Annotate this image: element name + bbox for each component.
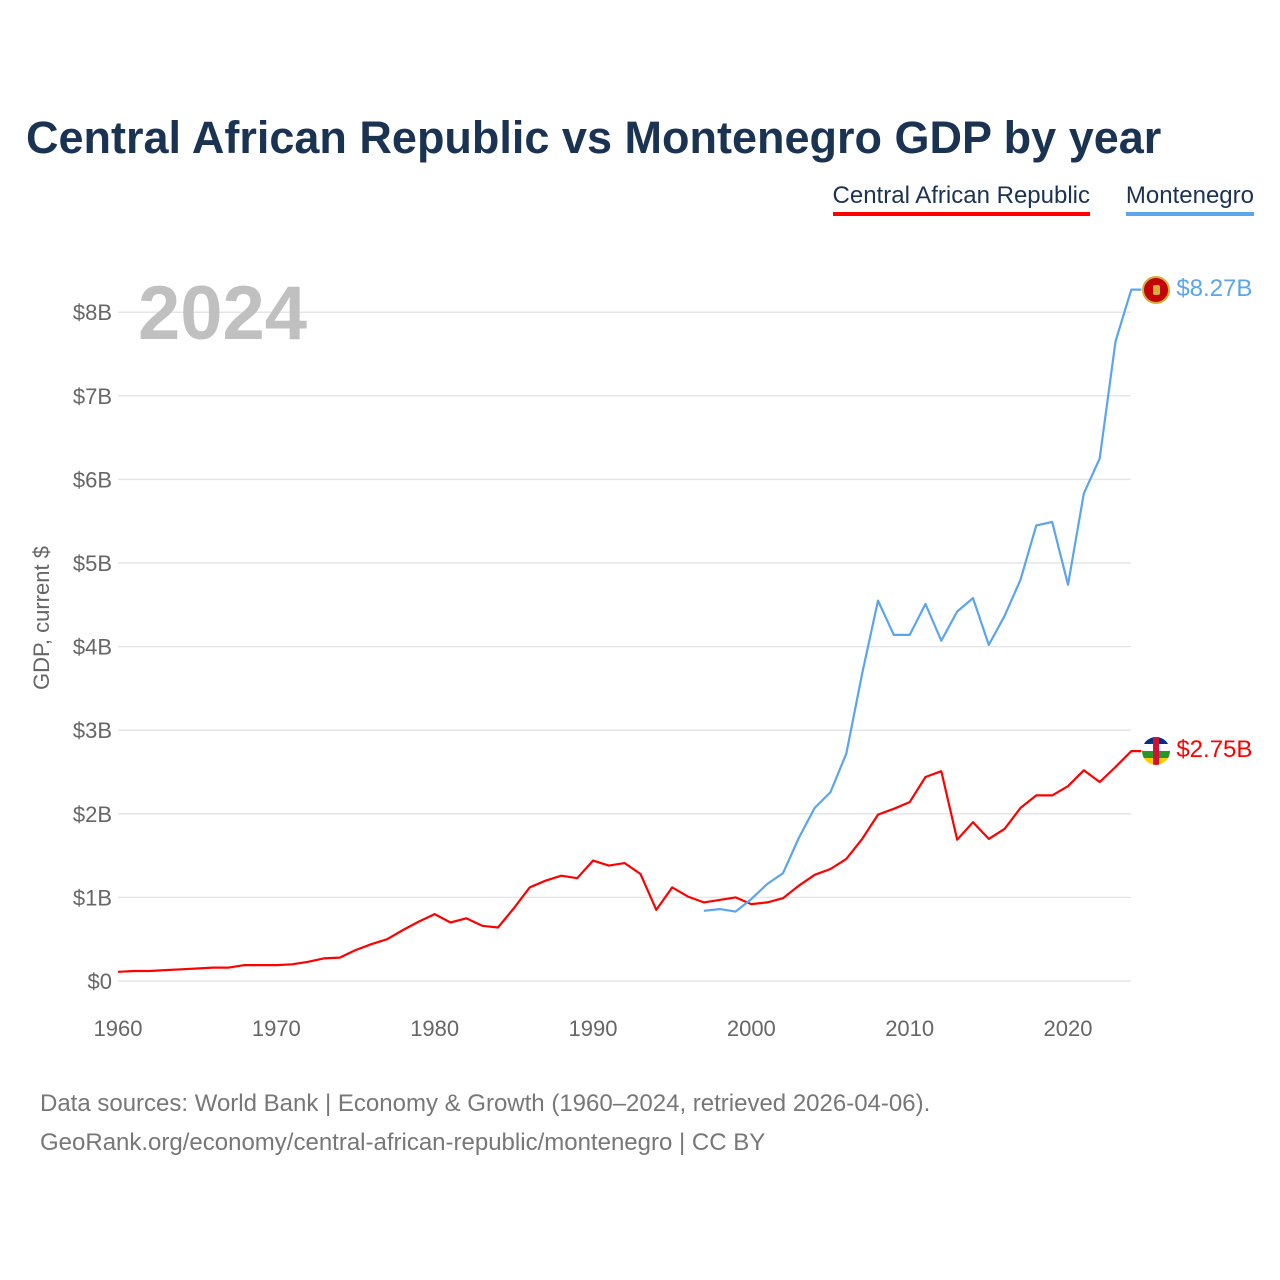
y-tick-label: $1B	[73, 885, 112, 910]
car-end-value: $2.75B	[1176, 736, 1253, 764]
x-tick-label: 1990	[569, 1016, 618, 1041]
y-tick-label: $5B	[73, 551, 112, 576]
y-tick-label: $0	[88, 969, 112, 994]
footer: Data sources: World Bank | Economy & Gro…	[40, 1084, 930, 1162]
y-tick-label: $6B	[73, 467, 112, 492]
y-tick-label: $3B	[73, 718, 112, 743]
chart-title: Central African Republic vs Montenegro G…	[26, 112, 1162, 163]
y-tick-label: $7B	[73, 384, 112, 409]
footer-link[interactable]: GeoRank.org/economy/central-african-repu…	[40, 1129, 766, 1156]
x-tick-label: 1980	[410, 1016, 459, 1041]
y-tick-label: $4B	[73, 635, 112, 660]
x-tick-label: 2020	[1044, 1016, 1093, 1041]
y-tick-label: $8B	[73, 300, 112, 325]
x-tick-label: 1970	[252, 1016, 301, 1041]
footer-sources: Data sources: World Bank | Economy & Gro…	[40, 1090, 931, 1117]
series-line-central-african-republic	[117, 749, 1142, 973]
year-watermark: 2024	[138, 271, 308, 356]
x-tick-label: 2000	[727, 1016, 776, 1041]
x-tick-label: 2010	[885, 1016, 934, 1041]
x-tick-label: 1960	[94, 1016, 143, 1041]
central-african-republic-flag-icon	[1142, 737, 1171, 766]
series-line-montenegro	[703, 288, 1142, 913]
legend-central-african-republic[interactable]: Central African Republic	[832, 182, 1090, 216]
montenegro-end-value: $8.27B	[1176, 274, 1253, 302]
y-tick-label: $2B	[73, 802, 112, 827]
montenegro-flag-icon	[1142, 275, 1171, 304]
legend-montenegro[interactable]: Montenegro	[1125, 182, 1254, 216]
